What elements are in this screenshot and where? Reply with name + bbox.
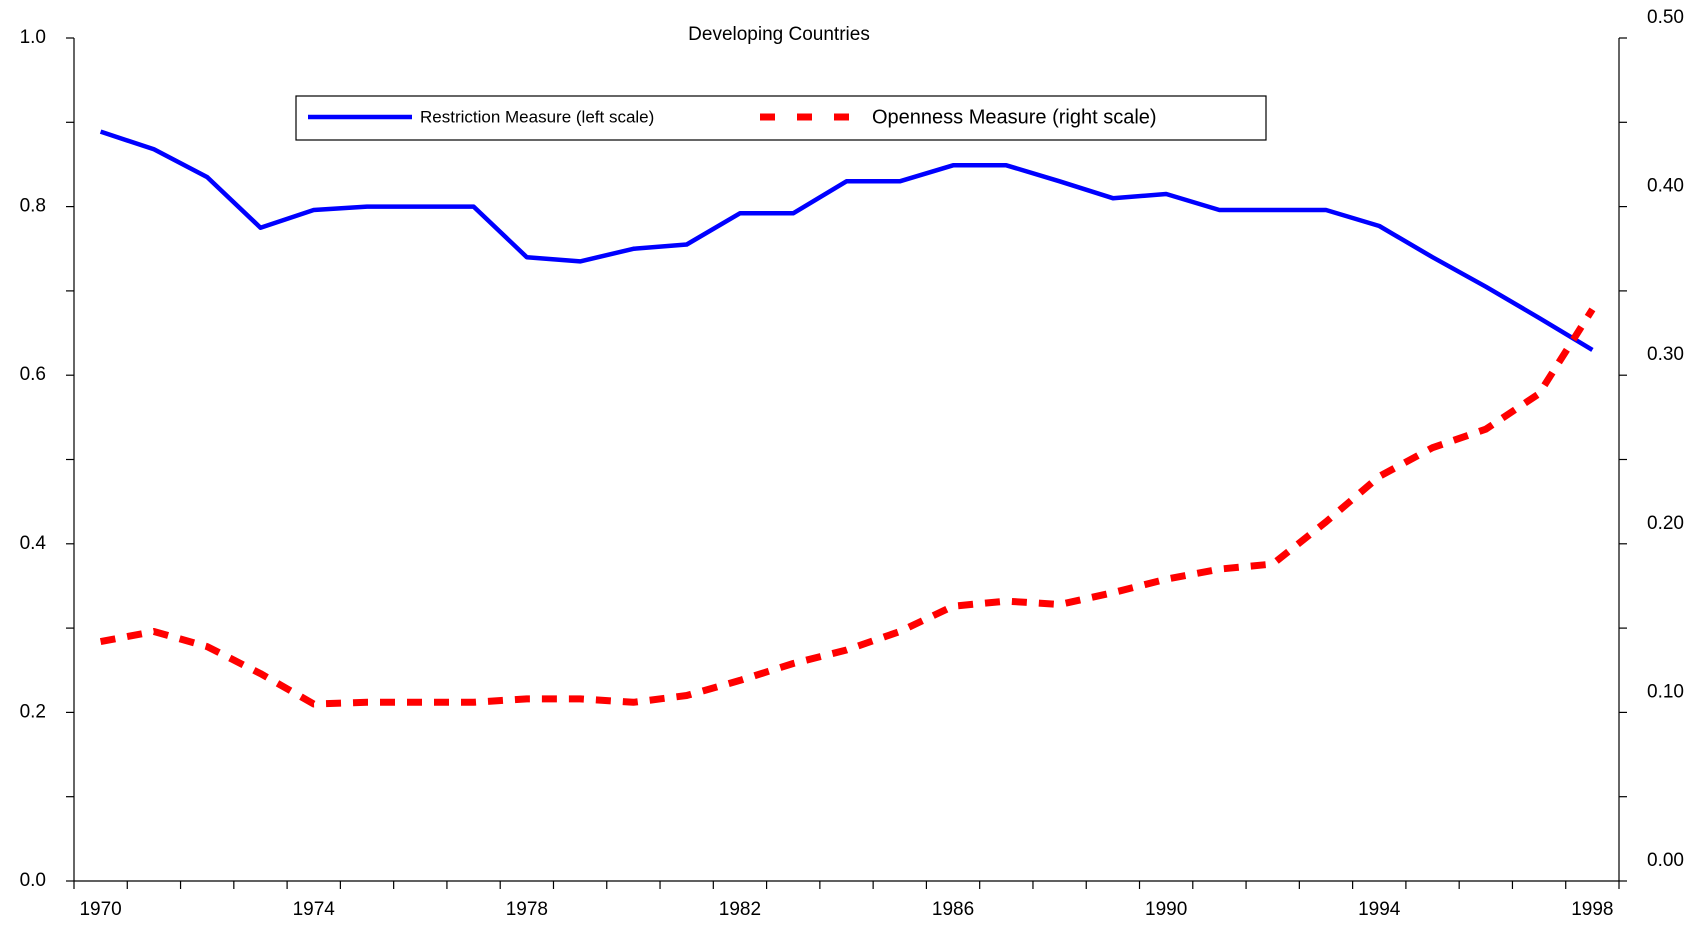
x-tick-label: 1986	[932, 899, 974, 920]
y2-tick-label: 0.10	[1647, 681, 1684, 702]
y-tick-label: 0.6	[20, 364, 46, 385]
y2-tick-label: 0.00	[1647, 850, 1684, 871]
y-tick-label: 0.2	[20, 701, 46, 722]
x-tick-label: 1990	[1145, 899, 1187, 920]
chart-title: Developing Countries	[688, 24, 870, 45]
y2-tick-label: 0.20	[1647, 513, 1684, 534]
y2-tick-label: 0.40	[1647, 176, 1684, 197]
legend-label: Openness Measure (right scale)	[872, 106, 1157, 128]
x-tick-label: 1970	[79, 899, 121, 920]
data-line	[99, 307, 1596, 708]
legend-label: Restriction Measure (left scale)	[420, 107, 654, 126]
y-tick-label: 1.0	[20, 27, 46, 48]
y-tick-label: 0.8	[20, 196, 46, 217]
x-tick-label: 1994	[1358, 899, 1401, 920]
x-tick-label: 1982	[719, 899, 761, 920]
legend-box	[295, 95, 1267, 141]
x-tick-label: 1978	[506, 899, 548, 920]
x-tick-label: 1998	[1571, 899, 1613, 920]
y-tick-label: 0.4	[20, 533, 47, 554]
x-tick-label: 1974	[293, 899, 336, 920]
y2-tick-label: 0.50	[1647, 7, 1684, 28]
data-line	[99, 129, 1594, 352]
y-tick-label: 0.0	[20, 870, 46, 891]
y2-tick-label: 0.30	[1647, 344, 1684, 365]
